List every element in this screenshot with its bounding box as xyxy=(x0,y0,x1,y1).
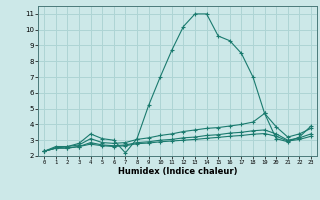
X-axis label: Humidex (Indice chaleur): Humidex (Indice chaleur) xyxy=(118,167,237,176)
